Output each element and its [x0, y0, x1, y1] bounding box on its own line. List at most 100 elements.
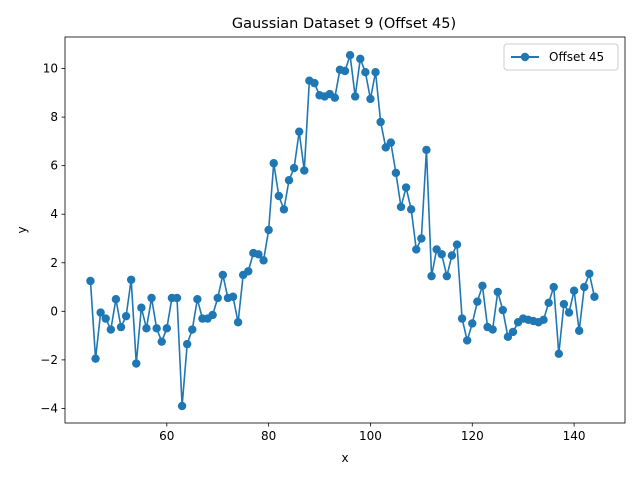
data-point [585, 269, 594, 278]
data-point [228, 292, 238, 301]
data-point [366, 94, 375, 104]
data-point [345, 51, 355, 60]
data-point [462, 336, 472, 345]
data-point [330, 93, 340, 102]
plot-area [64, 36, 626, 424]
data-point [371, 68, 380, 77]
data-point [152, 324, 161, 333]
data-point [147, 293, 156, 303]
data-point [208, 310, 217, 320]
legend-box [503, 43, 619, 71]
data-point [473, 297, 482, 306]
data-point [182, 339, 192, 349]
data-point [539, 315, 548, 325]
y-tick-label: −4 [40, 401, 58, 415]
data-point [157, 337, 166, 346]
y-axis-label: y [15, 226, 29, 233]
y-tick-label: 6 [50, 159, 58, 173]
data-point [294, 127, 304, 136]
data-point [106, 325, 116, 334]
data-point [284, 176, 294, 185]
data-point [111, 294, 121, 304]
x-tick-label: 80 [261, 429, 276, 443]
legend-marker-swatch [520, 52, 530, 62]
data-point [559, 299, 569, 309]
data-point [386, 138, 396, 147]
data-point [172, 293, 182, 303]
x-tick-label: 140 [563, 429, 586, 443]
data-point [310, 78, 319, 88]
data-point [218, 270, 228, 280]
data-point [457, 314, 467, 323]
data-point [121, 311, 131, 321]
data-point [508, 327, 518, 337]
data-point [86, 276, 95, 286]
y-tick-label: 4 [50, 207, 58, 221]
data-point [116, 322, 126, 332]
data-point [340, 66, 350, 76]
data-point [132, 359, 141, 368]
data-point [447, 251, 457, 260]
x-axis-label: x [341, 451, 348, 465]
data-point [437, 250, 446, 259]
data-point [259, 256, 268, 265]
y-tick-label: 8 [50, 110, 58, 124]
x-tick-label: 120 [461, 429, 484, 443]
data-point [264, 225, 273, 235]
data-point [193, 294, 202, 304]
data-point [96, 308, 105, 317]
data-point [422, 145, 431, 155]
data-point [356, 54, 365, 64]
data-point [233, 318, 243, 327]
data-point [498, 305, 508, 315]
y-tick-label: −2 [40, 353, 58, 367]
data-point [569, 286, 579, 295]
data-point [274, 191, 284, 201]
data-point [488, 325, 497, 334]
data-point [590, 292, 599, 301]
data-point [452, 240, 462, 249]
x-axis: 60 80 100 120 140 [159, 423, 586, 443]
y-tick-label: 2 [50, 256, 58, 270]
data-point [427, 271, 436, 281]
x-tick-label: 100 [359, 429, 382, 443]
data-point [580, 282, 589, 292]
data-point [289, 163, 299, 173]
data-point [137, 303, 146, 312]
data-point [142, 324, 151, 333]
data-point [396, 202, 406, 212]
data-point [564, 308, 574, 317]
data-point [401, 183, 411, 192]
data-point [244, 267, 253, 276]
data-point [391, 168, 401, 178]
data-point [269, 159, 278, 168]
data-point [300, 166, 309, 175]
data-point [177, 401, 187, 411]
series-layer [86, 51, 599, 411]
legend: Offset 45 [503, 43, 619, 71]
x-tick-label: 60 [159, 429, 174, 443]
data-point [162, 324, 172, 333]
data-point [549, 282, 558, 292]
data-point [350, 92, 360, 101]
data-point [442, 271, 452, 281]
y-tick-label: 0 [50, 304, 58, 318]
data-point [101, 314, 110, 323]
data-point [406, 205, 416, 214]
data-point [376, 117, 385, 127]
data-point [188, 325, 197, 334]
data-point [417, 234, 426, 243]
data-point [554, 349, 564, 359]
data-point [126, 275, 136, 284]
data-point [468, 319, 477, 328]
data-point [544, 298, 553, 308]
data-point [412, 245, 421, 254]
data-point [493, 287, 502, 297]
data-point [213, 293, 222, 303]
data-point [478, 281, 487, 291]
data-point [361, 68, 370, 77]
data-point [91, 354, 100, 363]
y-tick-label: 10 [43, 62, 58, 76]
